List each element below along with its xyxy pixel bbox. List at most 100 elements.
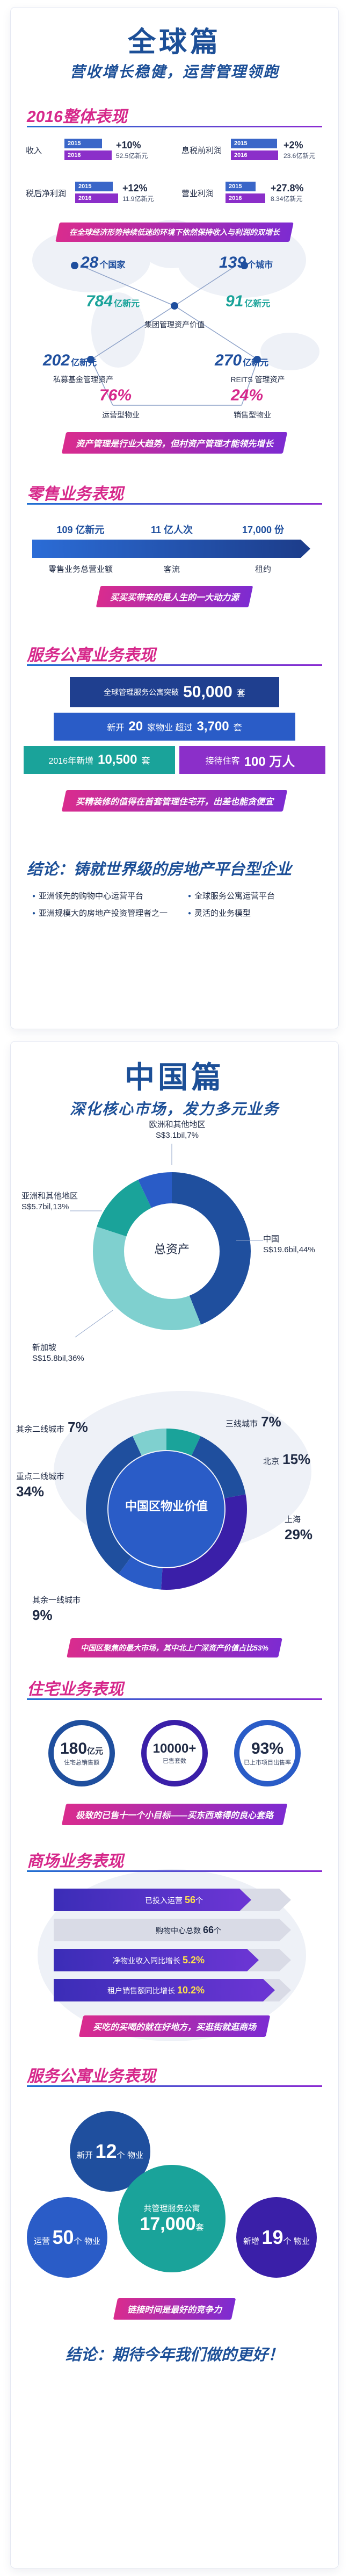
china-apartment-banner: 链接时间是最好的竞争力 — [113, 2298, 236, 2320]
property-banner: 中国区聚焦的最大市场，其中北上广深资产价值占比53% — [67, 1638, 282, 1657]
network-banner: 资产管理是行业大趋势，但村资产管理才能领先增长 — [61, 432, 288, 454]
china-conclusion: 结论：期待今年我们做的更好！ — [65, 2347, 283, 2364]
assets-center-label: 总资产 — [154, 1243, 190, 1256]
section-divider — [27, 126, 322, 127]
conclusion-item: 亚洲规模大的房地产投资管理者之一 — [32, 907, 168, 919]
china-panel: 中国篇 深化核心市场，发力多元业务 总资产 欧洲和其他地区 S$3.1bil,7% — [11, 1042, 338, 2568]
property-value-donut — [86, 1429, 247, 1590]
property-label-other-tier1: 其余一线城市 9% — [32, 1596, 81, 1624]
china-title: 中国篇 — [125, 1060, 224, 1095]
global-subtitle: 营收增长稳健，运营管理领跑 — [69, 63, 279, 80]
metric-change: +10% 52.5亿新元 — [116, 140, 148, 160]
assets-label-europe: 欧洲和其他地区 S$3.1bil,7% — [149, 1120, 206, 1140]
secondary-asset-value: 91 亿新元 — [226, 292, 271, 310]
bar-2016: 2016 — [231, 150, 278, 160]
global-panel: 全球篇 营收增长稳健，运营管理领跑 2016整体表现 收入 2015 2016 … — [11, 8, 338, 1029]
global-conclusion-title: 结论：铸就世界级的房地产平台型企业 — [27, 861, 292, 878]
section-divider — [27, 503, 322, 505]
bar-2015: 2015 — [75, 182, 113, 191]
metric-label: 息税前利润 — [181, 146, 222, 155]
retail-revenue-label: 零售业务总营业额 — [48, 565, 113, 574]
bar-2015: 2015 — [231, 139, 277, 148]
reits-label: REITS 管理资产 — [230, 375, 285, 384]
apartment-banner: 买精装修的值得在首套管理住宅开，出差也能贪便宜 — [61, 790, 288, 812]
apartment-total-box: 全球管理服务公寓突破 50,000 套 — [70, 677, 279, 707]
bar-2016: 2016 — [75, 193, 118, 203]
retail-arrow-band — [32, 540, 310, 558]
cities-value: 139 个城市 — [219, 254, 273, 271]
retail-traffic-label: 客流 — [163, 565, 180, 574]
property-label-key-tier2: 重点二线城市 34% — [16, 1472, 65, 1500]
assets-label-singapore: 新加坡 S$15.8bil,36% — [32, 1343, 84, 1364]
property-label-shanghai: 上海 29% — [285, 1515, 313, 1543]
section-divider — [27, 1698, 322, 1700]
metric-change: +27.8% 8.34亿新元 — [271, 183, 304, 203]
network-node — [71, 262, 78, 269]
property-label-tier3: 三线城市 7% — [226, 1413, 281, 1430]
china-apartment-section-title: 服务公寓业务表现 — [27, 2068, 156, 2085]
network-node — [241, 262, 248, 269]
residential-sales-circle: 180亿元 住宅总销售额 — [48, 1720, 115, 1786]
countries-value: 28 个国家 — [81, 254, 126, 271]
section-divider — [27, 2085, 322, 2087]
metric-label: 税后净利润 — [26, 189, 67, 198]
operational-label: 运营型物业 — [102, 411, 140, 419]
total-assets-donut — [70, 1144, 263, 1338]
apartment-total-bubble: 共管理服务公寓 17,000套 — [118, 2165, 226, 2272]
mall-bar-tenant-growth: 租户销售额同比增长 10.2% — [54, 1979, 290, 2001]
retail-lease-label: 租约 — [255, 565, 271, 574]
managed-asset-value: 784 亿新元 — [86, 292, 140, 310]
mall-section-title: 商场业务表现 — [27, 1853, 123, 1870]
china-subtitle: 深化核心市场，发力多元业务 — [69, 1101, 279, 1117]
network-node — [87, 356, 94, 363]
retail-banner: 买买买带来的是人生的一大动力源 — [96, 586, 253, 607]
residential-units-circle: 10000+ 已售套数 — [141, 1720, 208, 1786]
conclusion-item: 灵活的业务模型 — [188, 907, 251, 919]
section-divider — [27, 1870, 322, 1872]
global-title: 全球篇 — [127, 26, 221, 59]
for-sale-label: 销售型物业 — [234, 411, 271, 419]
conclusion-item: 亚洲领先的购物中心运营平台 — [32, 890, 143, 901]
conclusion-item: 全球服务公寓运营平台 — [188, 890, 275, 901]
apartment-new-box: 新开 20 家物业 超过 3,700 套 — [54, 713, 295, 741]
managed-asset-label: 集团管理资产价值 — [144, 320, 205, 329]
retail-traffic-value: 11 亿人次 — [150, 525, 193, 535]
apartment-section-title: 服务公寓业务表现 — [27, 647, 156, 664]
operational-pct: 76% — [99, 386, 132, 404]
residential-banner: 极致的已售十一个小目标——买东西难得的良心套路 — [61, 1804, 288, 1825]
mall-bar-total: 购物中心总数 66个 — [54, 1919, 291, 1941]
overall-section-title: 2016整体表现 — [27, 108, 127, 126]
assets-label-china: 中国 S$19.6bil,44% — [263, 1235, 315, 1255]
bar-2016: 2016 — [64, 150, 112, 160]
for-sale-pct: 24% — [231, 386, 264, 404]
property-label-beijing: 北京 15% — [263, 1451, 311, 1467]
metric-label: 收入 — [26, 146, 42, 155]
bar-2015: 2015 — [64, 139, 102, 148]
metric-change: +12% 11.9亿新元 — [122, 183, 154, 203]
reits-value: 270 亿新元 — [215, 351, 269, 369]
apartment-added-box: 2016年新增 10,500 套 — [24, 746, 175, 774]
mall-bar-nop-growth: 净物业收入同比增长 5.2% — [54, 1949, 290, 1971]
retail-lease-value: 17,000 份 — [242, 525, 285, 535]
mall-bar-operating: 已投入运营 56个 — [54, 1889, 290, 1911]
metric-label: 营业利润 — [181, 189, 214, 198]
apartment-operating-bubble: 运营 50个 物业 — [27, 2197, 107, 2278]
private-fund-value: 202 亿新元 — [43, 351, 97, 369]
property-center-label: 中国区物业价值 — [125, 1499, 208, 1513]
residential-section-title: 住宅业务表现 — [27, 1681, 123, 1698]
apartment-added-bubble: 新增 19个 物业 — [236, 2197, 317, 2278]
apartment-guests-box: 接待住客 100 万人 — [179, 746, 325, 774]
network-lines — [80, 265, 258, 406]
retail-section-title: 零售业务表现 — [27, 485, 123, 503]
mall-banner: 买吃的买喝的就在好地方，买逛街就逛商场 — [78, 2015, 271, 2037]
section-divider — [27, 664, 322, 666]
property-label-other-tier2: 其余二线城市 7% — [16, 1419, 88, 1435]
metric-change: +2% 23.6亿新元 — [283, 140, 316, 160]
network-node — [171, 302, 178, 310]
private-fund-label: 私募基金管理资产 — [53, 375, 113, 384]
residential-rate-circle: 93% 已上市项目出售率 — [234, 1720, 301, 1786]
bar-2015: 2015 — [226, 182, 256, 191]
overall-banner: 在全球经济形势持续低迷的环境下依然保持收入与利润的双增长 — [55, 223, 294, 242]
network-node — [253, 356, 261, 363]
